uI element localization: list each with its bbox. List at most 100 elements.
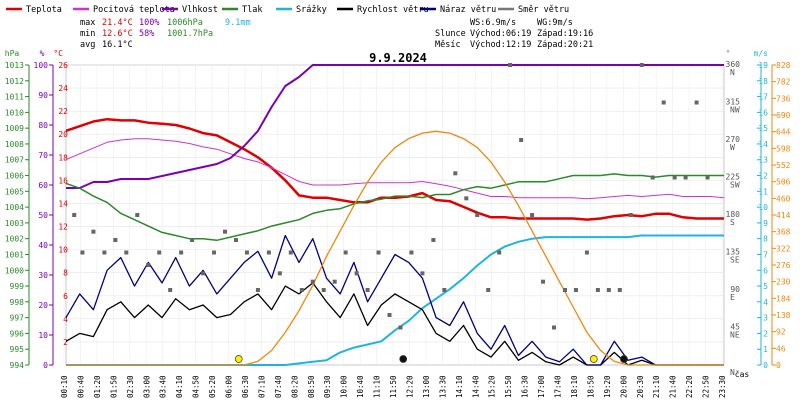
- tick-label-solar: 690: [776, 111, 791, 120]
- tick-label-solar: 0: [776, 361, 781, 370]
- tick-label-pressure: 1001: [5, 250, 24, 259]
- wind-dir-dot: [80, 250, 85, 255]
- wind-dir-dot: [606, 288, 611, 292]
- tick-label-pressure: 998: [10, 298, 25, 307]
- wind-dir-dot: [266, 250, 271, 255]
- tick-label-pressure: 1009: [5, 124, 24, 133]
- wind-dir-dot: [365, 288, 370, 292]
- sunrise-marker: [234, 355, 243, 363]
- tick-label-time: 10:00: [340, 375, 349, 398]
- tick-label-wind-speed: 15: [758, 124, 768, 133]
- axis-unit-pressure: hPa: [5, 49, 20, 58]
- tick-label-time: 20:30: [636, 375, 645, 398]
- tick-label-solar: 46: [776, 344, 786, 353]
- tick-label-wind-dir-name: S: [730, 218, 735, 227]
- wind-dir-dot: [442, 288, 447, 292]
- tick-label-pressure: 1011: [5, 93, 24, 102]
- tick-label-wind-dir: 225: [726, 173, 741, 182]
- tick-label-temperature: 8: [63, 269, 68, 278]
- tick-label-time: 14:40: [471, 375, 480, 398]
- tick-label-humidity: 40: [38, 241, 48, 250]
- tick-label-wind-dir-name: SW: [730, 181, 740, 190]
- tick-label-solar: 644: [776, 128, 791, 137]
- tick-label-time: 13:00: [422, 375, 431, 398]
- tick-label-time: 15:20: [488, 375, 497, 398]
- tick-label-time: 11:10: [373, 375, 382, 398]
- tick-label-temperature: 2: [63, 338, 68, 347]
- wind-dir-dot: [299, 288, 304, 292]
- tick-label-humidity: 0: [43, 361, 48, 370]
- series-line-n-raz-v-tru: [65, 234, 724, 366]
- wind-dir-dot: [212, 250, 217, 255]
- tick-label-wind-speed: 2: [763, 329, 768, 338]
- tick-label-time: 06:00: [225, 375, 234, 398]
- wind-dir-dot: [705, 175, 710, 180]
- wind-dir-dot: [431, 238, 436, 242]
- tick-label-wind-dir: 360: [726, 60, 741, 69]
- axis-unit-temperature: °C: [53, 49, 63, 58]
- wind-dir-dot: [168, 288, 173, 292]
- tick-label-time: 03:00: [142, 375, 151, 398]
- tick-label-pressure: 1008: [5, 140, 24, 149]
- stats-min-pres: 1001.7hPa: [167, 29, 213, 39]
- tick-label-humidity: 10: [38, 331, 48, 340]
- tick-label-solar: 828: [776, 61, 791, 70]
- tick-label-wind-speed: 1: [763, 345, 768, 354]
- series-line-vlhkost: [66, 64, 724, 189]
- tick-label-wind-speed: 13: [758, 156, 768, 165]
- tick-label-temperature: 14: [58, 199, 68, 208]
- tick-label-wind-speed: 12: [758, 172, 768, 181]
- legend-label: Rychlost větru: [357, 5, 429, 15]
- tick-label-pressure: 1004: [5, 203, 24, 212]
- tick-label-time: 19:20: [603, 375, 612, 398]
- tick-label-solar: 138: [776, 311, 791, 320]
- tick-label-time: 18:10: [570, 375, 579, 398]
- tick-label-wind-speed: 5: [763, 282, 768, 291]
- tick-label-solar: 506: [776, 178, 791, 187]
- wind-dir-dot: [475, 213, 480, 217]
- tick-label-pressure: 1012: [5, 77, 24, 86]
- tick-label-wind-dir-name: NE: [730, 331, 740, 340]
- tick-label-wind-dir: 90: [730, 285, 740, 294]
- wind-dir-dot: [376, 250, 381, 255]
- tick-label-wind-dir: 45: [730, 323, 740, 332]
- tick-label-humidity: 70: [38, 151, 48, 160]
- tick-label-time: 06:30: [241, 375, 250, 398]
- tick-label-wind-speed: 16: [758, 108, 768, 117]
- legend: Teplota Pocitová teplota Vlhkost Tlak Srážky…: [6, 5, 569, 15]
- wind-dir-dot: [157, 250, 162, 255]
- tick-label-time: 17:40: [554, 375, 563, 398]
- tick-label-humidity: 100: [34, 61, 49, 70]
- wind-dir-dot: [113, 238, 118, 242]
- stats-max-temp: 21.4°C: [102, 18, 133, 28]
- tick-label-time: 21:40: [669, 375, 678, 398]
- tick-label-solar: 782: [776, 78, 791, 87]
- tick-label-time: 23:30: [718, 375, 727, 398]
- series-line-pocitov-teplota: [65, 138, 725, 200]
- tick-label-wind-dir: 180: [726, 210, 741, 219]
- tick-label-time: 05:20: [208, 375, 217, 398]
- tick-label-temperature: 4: [63, 315, 68, 324]
- wind-dir-dot: [135, 213, 140, 217]
- info-block: WS:6.9m/s WG:9m/s Slunce Východ:06:19 Zá…: [435, 18, 593, 50]
- axis-unit-wind-speed: m/s: [754, 49, 769, 58]
- wind-dir-dot: [277, 271, 282, 276]
- info-sun-label: Slunce: [435, 29, 466, 39]
- tick-label-time: 04:50: [192, 375, 201, 398]
- wind-dir-dot: [72, 213, 77, 217]
- tick-label-temperature: 16: [58, 176, 68, 185]
- tick-label-time: 07:10: [257, 375, 266, 398]
- wind-dir-dot: [530, 213, 535, 217]
- tick-label-temperature: 26: [58, 61, 68, 70]
- tick-label-time: 08:50: [307, 375, 316, 398]
- tick-label-temperature: 22: [58, 107, 68, 116]
- wind-dir-dot: [552, 325, 557, 330]
- tick-label-pressure: 1010: [5, 108, 24, 117]
- wind-dir-dot: [420, 271, 425, 276]
- tick-label-wind-dir-name: W: [730, 143, 735, 152]
- tick-label-time: 11:50: [389, 375, 398, 398]
- legend-label: Náraz větru: [440, 5, 496, 15]
- tick-label-temperature: 18: [58, 153, 68, 162]
